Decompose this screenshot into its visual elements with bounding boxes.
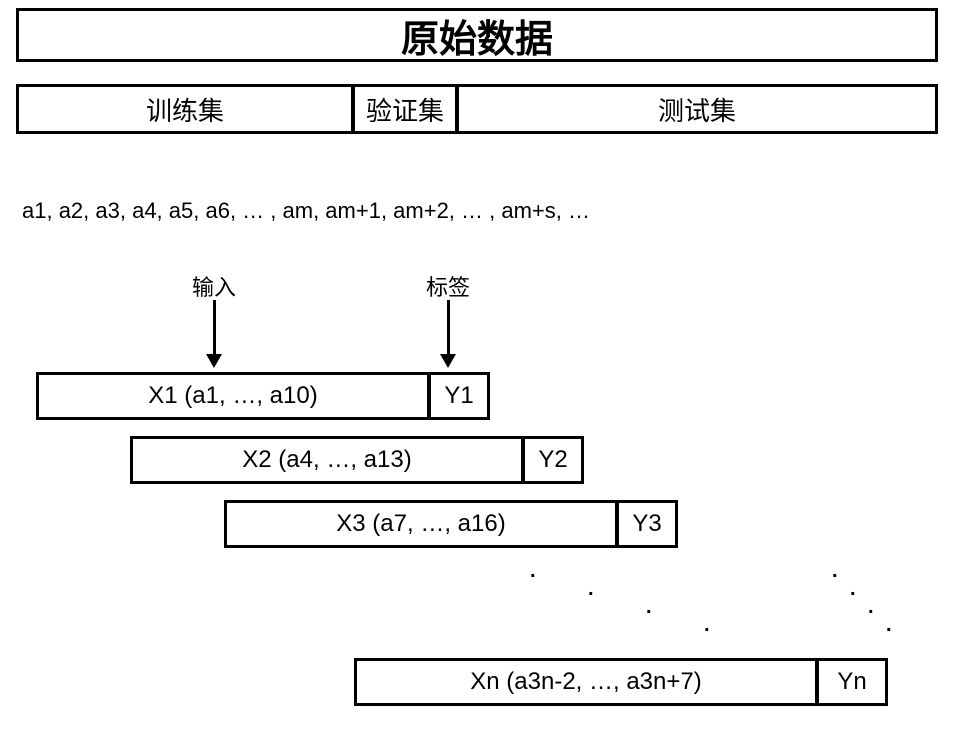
window-y1-label: Y1 [444, 382, 473, 410]
train-split-label: 训练集 [146, 91, 224, 128]
label-pointer-label: 标签 [426, 270, 470, 302]
window-x1-box: X1 (a1, …, a10) [36, 372, 430, 420]
window-y3-label: Y3 [632, 510, 661, 538]
train-split-box: 训练集 [16, 84, 354, 134]
raw-data-label: 原始数据 [401, 8, 553, 63]
val-split-box: 验证集 [352, 84, 458, 134]
ellipsis-dot: . [886, 614, 892, 637]
window-x2-box: X2 (a4, …, a13) [130, 436, 524, 484]
val-split-label: 验证集 [366, 91, 444, 128]
input-pointer-label: 输入 [192, 270, 236, 302]
window-yn-box: Yn [816, 658, 888, 706]
window-x3-label: X3 (a7, …, a16) [336, 510, 505, 538]
raw-data-box: 原始数据 [16, 8, 938, 62]
label-arrow-line [447, 300, 450, 356]
ellipsis-dot: . [704, 614, 710, 637]
test-split-box: 测试集 [456, 84, 938, 134]
ellipsis-dot: . [868, 596, 874, 619]
window-x3-box: X3 (a7, …, a16) [224, 500, 618, 548]
ellipsis-dot: . [646, 596, 652, 619]
window-y3-box: Y3 [616, 500, 678, 548]
input-arrow-head [206, 354, 222, 368]
test-split-label: 测试集 [658, 91, 736, 128]
window-xn-label: Xn (a3n-2, …, a3n+7) [470, 668, 701, 696]
window-y2-label: Y2 [538, 446, 567, 474]
ellipsis-dot: . [588, 578, 594, 601]
ellipsis-dot: . [530, 560, 536, 583]
input-arrow-line [213, 300, 216, 356]
ellipsis-dot: . [850, 578, 856, 601]
window-y2-box: Y2 [522, 436, 584, 484]
ellipsis-dot: . [832, 560, 838, 583]
window-yn-label: Yn [837, 668, 866, 696]
window-x1-label: X1 (a1, …, a10) [148, 382, 317, 410]
diagram-canvas: 原始数据 训练集 验证集 测试集 a1, a2, a3, a4, a5, a6,… [0, 0, 955, 746]
window-xn-box: Xn (a3n-2, …, a3n+7) [354, 658, 818, 706]
window-x2-label: X2 (a4, …, a13) [242, 446, 411, 474]
sequence-text: a1, a2, a3, a4, a5, a6, … , am, am+1, am… [22, 198, 590, 224]
window-y1-box: Y1 [428, 372, 490, 420]
label-arrow-head [440, 354, 456, 368]
